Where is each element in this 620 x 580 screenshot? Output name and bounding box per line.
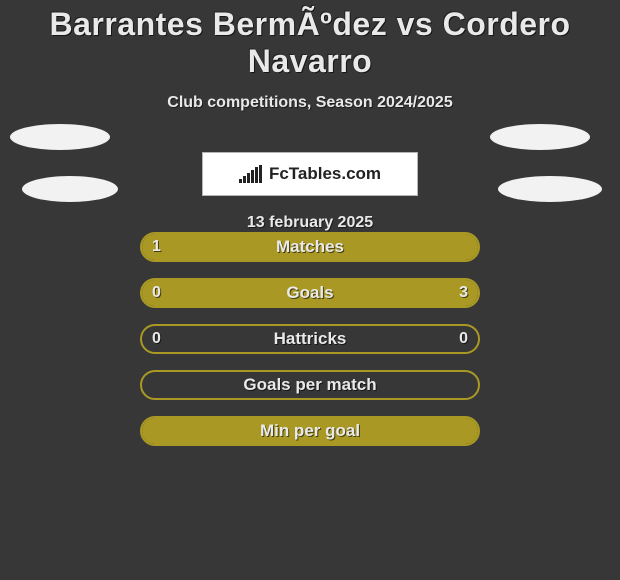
stat-bar-track xyxy=(140,324,480,354)
stat-bar-track xyxy=(140,370,480,400)
stat-row: Goals per match xyxy=(140,370,480,400)
report-date: 13 february 2025 xyxy=(0,214,620,232)
stat-bar-left xyxy=(142,280,202,306)
stat-bar-left xyxy=(142,418,478,444)
stat-bar-track xyxy=(140,232,480,262)
logo-text: FcTables.com xyxy=(269,164,381,184)
stat-bar-track xyxy=(140,416,480,446)
bar-chart-icon xyxy=(239,165,263,183)
stat-row: Matches1 xyxy=(140,232,480,262)
stat-bar-left xyxy=(142,234,478,260)
stat-bar-right xyxy=(202,280,478,306)
page-subtitle: Club competitions, Season 2024/2025 xyxy=(0,94,620,112)
player-photo-placeholder xyxy=(10,124,110,150)
fctables-logo: FcTables.com xyxy=(202,152,418,196)
page-title: Barrantes BermÃºdez vs Cordero Navarro xyxy=(0,6,620,80)
player-photo-placeholder xyxy=(498,176,602,202)
comparison-infographic: Barrantes BermÃºdez vs Cordero Navarro C… xyxy=(0,0,620,580)
stat-bar-track xyxy=(140,278,480,308)
player-photo-placeholder xyxy=(22,176,118,202)
stat-row: Min per goal xyxy=(140,416,480,446)
stat-row: Hattricks00 xyxy=(140,324,480,354)
stat-row: Goals03 xyxy=(140,278,480,308)
player-photo-placeholder xyxy=(490,124,590,150)
